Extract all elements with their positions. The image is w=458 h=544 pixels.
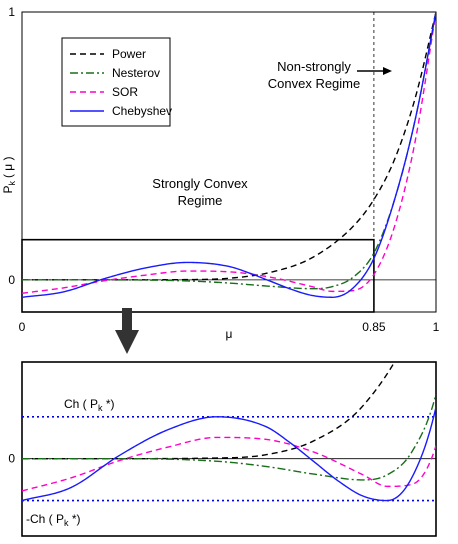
zoom-plot-frame [21, 361, 437, 537]
legend-nesterov-label: Nesterov [112, 66, 160, 80]
ch-upper-label: Ch ( Pk *) [64, 397, 115, 413]
zoom-plot: 0 Ch ( Pk *) -Ch ( Pk *) [8, 361, 437, 537]
main-plot: 1 0 0 0.85 1 μ Pk( μ ) Power Nesterov SOR C… [1, 5, 440, 341]
legend-sor-label: SOR [112, 85, 138, 99]
strongly-convex-label-2: Regime [178, 193, 223, 208]
main-series-group [22, 12, 436, 298]
legend: Power Nesterov SOR Chebyshev [61, 37, 172, 127]
zoom-series-nesterov-line [22, 394, 436, 481]
y-tick-label-1: 1 [8, 5, 15, 19]
series-nesterov-line [22, 12, 436, 290]
series-sor-line [22, 12, 436, 294]
zoom-series-group [22, 362, 436, 502]
x-tick-label-085: 0.85 [362, 320, 386, 334]
right-arrow-icon [357, 67, 392, 75]
x-tick-label-1: 1 [433, 320, 440, 334]
svg-text:Pk( μ ): Pk( μ ) [1, 156, 17, 193]
series-chebyshev-line [22, 12, 436, 298]
zoom-series-chebyshev-line [22, 406, 436, 502]
zoom-y-tick-label-0: 0 [8, 452, 15, 466]
zoom-series-power-line [22, 362, 396, 460]
down-arrow-icon [115, 308, 139, 354]
non-strongly-convex-label-1: Non-strongly [277, 59, 351, 74]
ch-lower-label: -Ch ( Pk *) [26, 512, 81, 528]
non-strongly-convex-label-2: Convex Regime [268, 76, 361, 91]
legend-power-label: Power [112, 47, 146, 61]
x-tick-label-0: 0 [19, 320, 26, 334]
y-axis-label: Pk( μ ) [1, 156, 17, 193]
zoom-series-sor-line [22, 436, 436, 492]
y-tick-label-0: 0 [8, 273, 15, 287]
zoom-box [21, 238, 375, 313]
strongly-convex-label-1: Strongly Convex [152, 176, 248, 191]
legend-chebyshev-label: Chebyshev [112, 104, 172, 118]
x-axis-label: μ [226, 327, 233, 341]
